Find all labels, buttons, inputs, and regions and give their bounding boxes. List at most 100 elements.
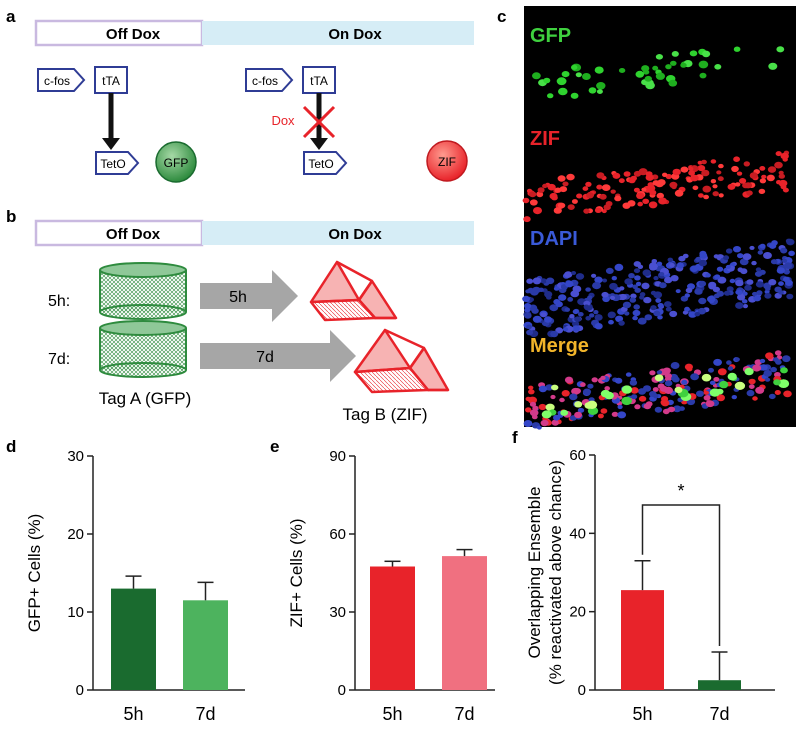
cell-nucleus <box>782 157 788 162</box>
cell-nucleus <box>557 175 566 182</box>
cell-nucleus <box>542 183 548 189</box>
cell-nucleus <box>775 151 782 157</box>
cell-nucleus <box>574 401 583 408</box>
cell-nucleus <box>635 281 642 287</box>
cell-nucleus <box>618 68 626 73</box>
cell-nucleus <box>665 64 672 70</box>
cell-nucleus <box>543 77 551 84</box>
cell-nucleus <box>649 370 656 376</box>
cell-nucleus <box>731 165 739 173</box>
dapi-channel-label: DAPI <box>530 228 578 250</box>
cell-nucleus <box>540 278 547 284</box>
cell-nucleus <box>619 286 625 291</box>
cell-nucleus <box>602 278 608 283</box>
y-tick-label: 0 <box>578 682 586 699</box>
y-tick-label: 60 <box>569 447 586 464</box>
cell-nucleus <box>759 243 766 249</box>
cell-nucleus <box>532 72 541 80</box>
cell-nucleus <box>660 399 667 405</box>
teto-label: TetO <box>100 157 125 171</box>
cell-nucleus <box>537 187 545 193</box>
cell-nucleus <box>664 373 672 379</box>
cell-nucleus <box>746 389 755 397</box>
cell-nucleus <box>743 161 750 167</box>
cell-nucleus <box>726 360 732 365</box>
cell-nucleus <box>654 406 663 413</box>
cell-nucleus <box>605 201 613 207</box>
cell-nucleus <box>533 207 542 215</box>
cell-nucleus <box>527 287 535 294</box>
cell-nucleus <box>574 316 582 323</box>
cell-nucleus <box>571 199 578 204</box>
zif-channel-label: ZIF <box>530 128 560 150</box>
cell-nucleus <box>525 396 532 402</box>
cell-nucleus <box>657 303 664 308</box>
cell-nucleus <box>587 295 593 300</box>
cell-nucleus <box>564 307 570 312</box>
cell-nucleus <box>780 367 788 374</box>
cell-nucleus <box>659 385 668 392</box>
cell-nucleus <box>774 390 781 395</box>
cell-nucleus <box>540 312 547 318</box>
cell-nucleus <box>572 325 580 332</box>
cell-nucleus <box>566 173 575 181</box>
cell-nucleus <box>698 297 707 305</box>
cell-nucleus <box>570 290 580 298</box>
cell-nucleus <box>642 269 651 277</box>
significance-marker: * <box>677 481 684 501</box>
cell-nucleus <box>736 171 743 176</box>
cell-nucleus <box>562 327 569 332</box>
cell-nucleus <box>696 390 704 397</box>
cell-nucleus <box>748 384 755 389</box>
cell-nucleus <box>667 257 674 262</box>
activation-arrowhead <box>102 138 120 150</box>
cell-nucleus <box>654 374 664 382</box>
cell-nucleus <box>727 183 736 190</box>
panel-label-b: b <box>6 207 16 226</box>
cell-nucleus <box>648 201 658 209</box>
cell-nucleus <box>634 275 641 281</box>
cell-nucleus <box>612 172 621 179</box>
cell-nucleus <box>553 207 562 214</box>
cell-nucleus <box>742 304 749 309</box>
cell-nucleus <box>558 87 568 96</box>
cell-nucleus <box>753 295 762 302</box>
cell-nucleus <box>764 292 772 299</box>
tta-box-2 <box>302 66 336 94</box>
cell-nucleus <box>669 310 678 318</box>
cell-nucleus <box>609 295 616 300</box>
cell-nucleus <box>759 178 767 184</box>
cell-nucleus <box>766 174 775 182</box>
cell-nucleus <box>576 193 583 199</box>
y-axis-label-2: (% reactivated above chance) <box>546 460 565 685</box>
cell-nucleus <box>596 89 603 94</box>
x-tick-label: 7d <box>454 704 474 724</box>
cell-nucleus <box>594 314 603 321</box>
cell-nucleus <box>599 193 607 200</box>
cell-nucleus <box>688 311 697 318</box>
cell-nucleus <box>614 195 622 202</box>
cell-nucleus <box>524 312 532 319</box>
cell-nucleus <box>600 408 608 414</box>
cell-nucleus <box>688 170 695 176</box>
cell-nucleus <box>572 309 579 315</box>
y-tick-label: 30 <box>329 604 346 621</box>
cell-nucleus <box>741 299 748 304</box>
cell-nucleus <box>692 185 699 191</box>
cell-nucleus <box>714 64 722 70</box>
cell-nucleus <box>618 320 625 326</box>
cell-nucleus <box>752 291 758 297</box>
cell-nucleus <box>526 329 534 336</box>
cell-nucleus <box>632 315 638 321</box>
panel-label-a: a <box>6 7 16 26</box>
cell-nucleus <box>545 403 555 411</box>
cell-nucleus <box>618 178 625 184</box>
cell-nucleus <box>587 383 594 389</box>
cell-nucleus <box>536 425 542 430</box>
cell-nucleus <box>569 314 575 319</box>
y-axis-label: GFP+ Cells (%) <box>25 514 44 633</box>
y-tick-label: 20 <box>67 526 84 543</box>
cell-nucleus <box>585 181 592 187</box>
cell-nucleus <box>577 407 585 413</box>
cell-nucleus <box>701 373 712 382</box>
